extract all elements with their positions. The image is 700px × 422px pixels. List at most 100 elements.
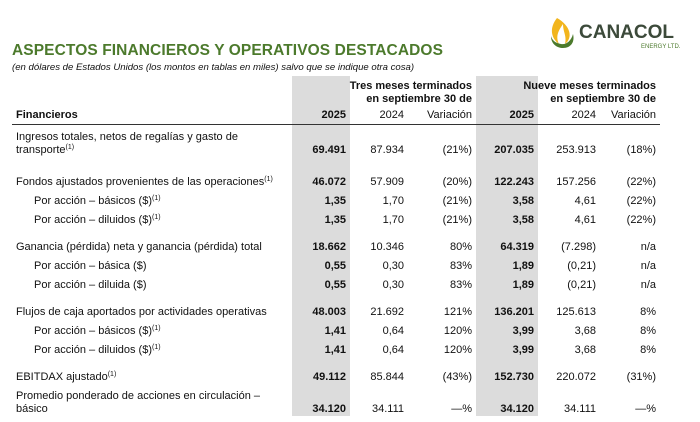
column-header: 2025	[292, 106, 350, 125]
value-cell: 0,30	[382, 260, 404, 272]
value-cell: n/a	[640, 260, 656, 272]
value-cell: 64.319	[476, 235, 538, 254]
value-cell: 4,61	[574, 214, 596, 226]
row-label-text: Por acción – básica ($)	[34, 260, 147, 272]
value-cell: (21%)	[442, 144, 472, 156]
row-label-text: Ingresos totales, netos de regalías y ga…	[16, 131, 238, 156]
value-cell: 83%	[449, 279, 472, 291]
footnote-ref: (1)	[152, 195, 161, 202]
logo-flame	[551, 18, 570, 44]
value-cell: 34.111	[563, 403, 596, 415]
row-label: Por acción – básicos ($)(1)	[12, 319, 292, 338]
value-cell: 48.003	[292, 300, 350, 319]
value-cell: 8%	[640, 344, 656, 356]
subtitle: (en dólares de Estados Unidos (los monto…	[12, 62, 415, 73]
logo: CANACOL ENERGY LTD.	[551, 18, 681, 50]
spacer-cell	[292, 227, 350, 235]
value-cell: 152.730	[476, 357, 538, 384]
financial-table: Tres meses terminados en septiembre 30 d…	[12, 76, 660, 416]
value-cell: 1,41	[292, 319, 350, 338]
value-cell: 85.844	[370, 371, 404, 383]
value-cell: (0,21)	[567, 260, 596, 272]
value-cell: 122.243	[476, 157, 538, 189]
spacer-cell	[408, 227, 476, 235]
row-label-text: Por acción – básicos ($)	[34, 325, 152, 337]
value-cell: 49.112	[292, 357, 350, 384]
value-cell: 120%	[443, 325, 472, 337]
value-cell: 34.120	[292, 384, 350, 416]
row-label-text: Ganancia (pérdida) neta y ganancia (pérd…	[16, 241, 262, 253]
value-cell: 0,55	[292, 273, 350, 292]
value-cell: (43%)	[442, 371, 472, 383]
footnote-ref: (1)	[264, 176, 273, 183]
group-header: Tres meses terminados en septiembre 30 d…	[292, 76, 476, 106]
table-row: Fondos ajustados provenientes de las ope…	[12, 157, 660, 189]
title: ASPECTOS FINANCIEROS Y OPERATIVOS DESTAC…	[12, 42, 444, 59]
value-cell: 8%	[640, 306, 656, 318]
footnote-ref: (1)	[107, 371, 117, 378]
value-cell: n/a	[640, 241, 656, 253]
value-cell: (21%)	[442, 214, 472, 226]
column-header: 2024	[538, 106, 600, 125]
value-cell: 121%	[443, 306, 472, 318]
spacer-cell	[292, 292, 350, 300]
value-cell: 21.692	[370, 306, 404, 318]
row-label: Por acción – básica ($)	[12, 254, 292, 273]
row-label-text: Por acción – diluidos ($)	[34, 344, 153, 356]
table-row: Por acción – básicos ($)(1) 1,41 0,64 120% 3…	[12, 319, 660, 338]
value-cell: 69.491	[292, 124, 350, 157]
value-cell: 80%	[449, 241, 472, 253]
spacer-row	[12, 227, 660, 235]
value-cell: 0,30	[382, 279, 404, 291]
row-label: Fondos ajustados provenientes de las ope…	[12, 157, 292, 189]
row-label-text: Fondos ajustados provenientes de las ope…	[16, 176, 265, 188]
value-cell: (31%)	[626, 371, 656, 383]
value-cell: (21%)	[442, 195, 472, 207]
value-cell: 0,64	[382, 325, 404, 337]
spacer-cell	[12, 292, 292, 300]
value-cell: 1,35	[292, 208, 350, 227]
row-label-text: Por acción – diluida ($)	[34, 279, 147, 291]
row-label-text: Por acción – diluidos ($)	[34, 214, 153, 226]
value-cell: 46.072	[292, 157, 350, 189]
spacer-cell	[538, 227, 600, 235]
row-label: Por acción – diluidos ($)(1)	[12, 208, 292, 227]
spacer-cell	[600, 292, 660, 300]
value-cell: 125.613	[556, 306, 596, 318]
row-label: Ganancia (pérdida) neta y ganancia (pérd…	[12, 235, 292, 254]
column-header: Variación	[600, 106, 660, 125]
spacer-cell	[476, 292, 538, 300]
value-cell: (22%)	[626, 195, 656, 207]
value-cell: 220.072	[556, 371, 596, 383]
table-row: Por acción – básicos ($)(1) 1,35 1,70 (21%)…	[12, 189, 660, 208]
value-cell: n/a	[640, 279, 656, 291]
value-cell: 3,99	[476, 319, 538, 338]
value-cell: (0,21)	[567, 279, 596, 291]
value-cell: 3,68	[574, 325, 596, 337]
table-row: Por acción – diluida ($) 0,55 0,30 83% 1,89 (…	[12, 273, 660, 292]
value-cell: 0,55	[292, 254, 350, 273]
spacer-cell	[600, 227, 660, 235]
spacer-cell	[476, 227, 538, 235]
spacer-cell	[12, 227, 292, 235]
logo-tagline: ENERGY LTD.	[641, 44, 681, 50]
row-label: Flujos de caja aportados por actividades…	[12, 300, 292, 319]
column-header: Financieros	[12, 106, 292, 125]
value-cell: 18.662	[292, 235, 350, 254]
table-row: Flujos de caja aportados por actividades…	[12, 300, 660, 319]
value-cell: 10.346	[370, 241, 404, 253]
footnote-ref: (1)	[152, 214, 161, 221]
value-cell: —%	[635, 403, 656, 415]
value-cell: 120%	[443, 344, 472, 356]
spacer-cell	[538, 292, 600, 300]
footnote-ref: (1)	[152, 325, 161, 332]
value-cell: —%	[451, 403, 472, 415]
value-cell: 1,89	[476, 273, 538, 292]
table-row: Por acción – diluidos ($)(1) 1,35 1,70 (21%…	[12, 208, 660, 227]
row-label-text: Flujos de caja aportados por actividades…	[16, 306, 267, 318]
row-label: EBITDAX ajustado(1)	[12, 357, 292, 384]
value-cell: 1,70	[382, 195, 404, 207]
value-cell: 1,70	[382, 214, 404, 226]
logo-name: CANACOL	[579, 22, 674, 43]
